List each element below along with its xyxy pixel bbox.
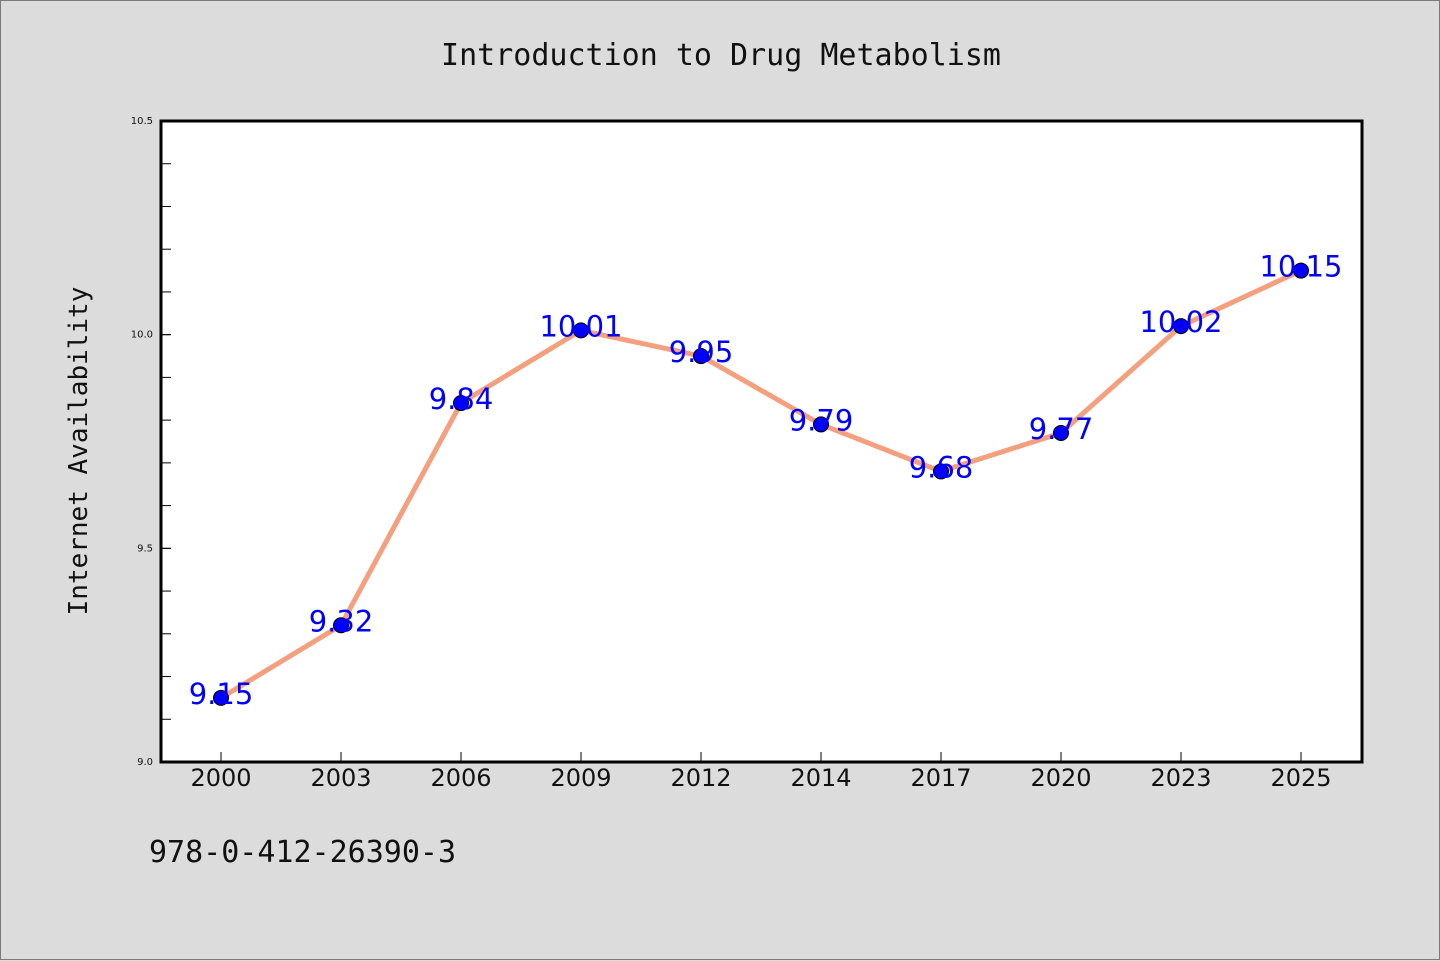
x-tick-label: 2017 (910, 764, 971, 792)
data-point (693, 348, 709, 365)
series-line (218, 268, 1304, 701)
x-tick-label: 2009 (550, 764, 611, 792)
data-point (213, 689, 229, 706)
data-label: 9.15 (189, 677, 254, 711)
data-point (333, 617, 349, 634)
data-point (813, 416, 829, 433)
data-point (1053, 424, 1069, 441)
x-tick-label: 2023 (1150, 764, 1211, 792)
x-tick-label: 2014 (790, 764, 851, 792)
data-point (1293, 262, 1309, 279)
data-label: 9.95 (669, 335, 734, 369)
x-tick-label: 2012 (670, 764, 731, 792)
data-label: 9.77 (1029, 412, 1094, 446)
x-tick-label: 2025 (1270, 764, 1331, 792)
y-tick-label: 9.0 (137, 757, 153, 768)
data-label: 9.32 (309, 604, 374, 638)
data-point (453, 395, 469, 412)
x-tick-label: 2006 (430, 764, 491, 792)
x-tick-label: 2000 (190, 764, 251, 792)
data-label: 10.15 (1259, 250, 1342, 284)
data-point (573, 322, 589, 339)
y-tick-label: 10.5 (131, 116, 153, 127)
y-tick-label: 9.5 (137, 543, 153, 554)
y-tick-label: 10.0 (131, 330, 153, 341)
data-point (933, 463, 949, 480)
data-label: 9.79 (789, 403, 854, 437)
series-layer: 9.15 9.32 9.84 10.01 9.95 9.79 9.68 9.77 10.02 10… (189, 250, 1343, 711)
y-axis-label: Internet Availability (64, 287, 94, 616)
axis-ticks: 9.0 9.5 10.0 10.5 2000 2003 2006 2009 2012 2014 20… (131, 116, 1332, 792)
x-tick-label: 2020 (1030, 764, 1091, 792)
x-tick-label: 2003 (310, 764, 371, 792)
data-label: 10.02 (1139, 305, 1222, 339)
plot-area (159, 119, 1364, 764)
data-label: 9.68 (909, 450, 974, 484)
data-label: 9.84 (429, 382, 494, 416)
isbn-text: 978-0-412-26390-3 (149, 835, 457, 870)
data-point (1173, 318, 1189, 335)
data-label: 10.01 (539, 309, 622, 343)
chart-title: Introduction to Drug Metabolism (441, 38, 1001, 73)
